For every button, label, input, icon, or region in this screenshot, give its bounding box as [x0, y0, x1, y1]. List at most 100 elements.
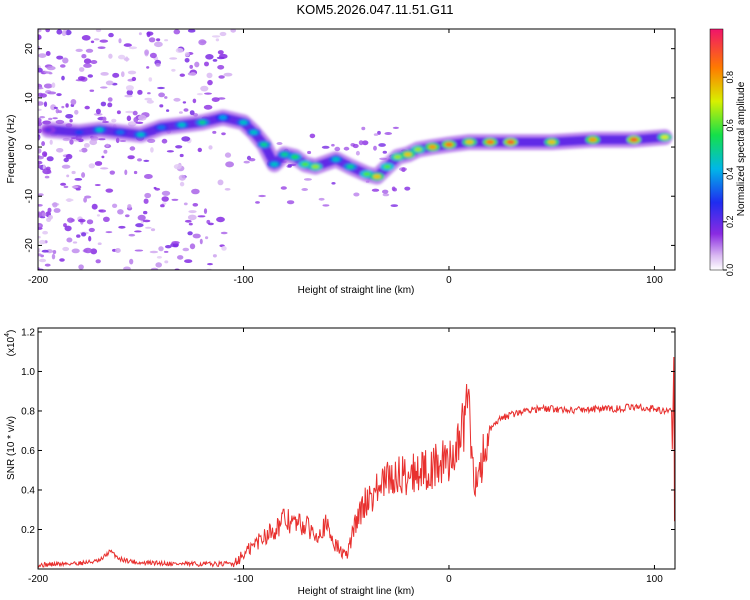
noise-speck: [108, 53, 113, 59]
background-noise: [38, 29, 411, 270]
noise-speck: [127, 70, 137, 75]
noise-speck: [132, 110, 138, 116]
noise-speck: [248, 158, 256, 162]
snr-y-ticks: 0.2 0.4 0.6 0.8 1.0 1.2: [21, 327, 675, 536]
colorbar-gradient: [709, 28, 724, 271]
noise-speck: [217, 50, 224, 55]
noise-speck: [183, 108, 189, 112]
noise-speck: [78, 218, 86, 223]
noise-speck: [230, 29, 236, 33]
noise-speck: [38, 108, 42, 111]
noise-speck: [107, 102, 113, 108]
noise-speck: [38, 236, 41, 239]
noise-speck: [309, 133, 316, 139]
ridge-peak: [403, 152, 412, 157]
noise-speck: [38, 29, 42, 33]
ridge-peak: [270, 162, 279, 167]
noise-speck: [382, 150, 387, 154]
noise-speck: [93, 38, 100, 41]
noise-speck: [103, 216, 110, 222]
colorbar: 0.0 0.2 0.4 0.6 0.8 Normalized spectral ampl…: [709, 28, 747, 276]
noise-speck: [79, 67, 85, 72]
noise-speck: [41, 249, 49, 253]
noise-speck: [401, 167, 406, 172]
noise-speck: [91, 203, 98, 210]
ridge-peak: [136, 132, 145, 137]
noise-speck: [88, 163, 96, 169]
spectrogram-frame: [37, 28, 676, 271]
noise-speck: [83, 143, 90, 148]
noise-speck: [127, 155, 135, 160]
noise-speck: [126, 89, 133, 96]
noise-speck: [148, 77, 153, 82]
colorbar-tick-label: 0.8: [725, 71, 735, 84]
noise-speck: [173, 164, 182, 170]
noise-speck: [105, 143, 109, 148]
noise-speck: [96, 214, 101, 217]
noise-speck: [144, 49, 150, 56]
noise-speck: [61, 105, 65, 109]
ridge-peak: [414, 147, 423, 152]
noise-speck: [207, 263, 213, 266]
y-tick-label: 10: [24, 92, 35, 104]
noise-speck: [144, 174, 153, 179]
x-tick-label: -100: [233, 275, 253, 286]
ridge-peak: [393, 154, 402, 160]
x-tick-label: 100: [646, 275, 663, 286]
noise-speck: [171, 68, 176, 72]
noise-speck: [38, 67, 43, 73]
noise-speck: [221, 132, 226, 136]
noise-speck: [43, 83, 53, 89]
noise-speck: [164, 96, 168, 99]
noise-speck: [59, 258, 65, 262]
noise-speck: [65, 103, 69, 108]
y-tick-label: 0: [24, 144, 35, 150]
noise-speck: [71, 248, 80, 254]
noise-speck: [318, 197, 325, 201]
noise-speck: [112, 72, 120, 78]
noise-speck: [280, 186, 287, 190]
noise-speck: [331, 143, 335, 147]
noise-speck: [94, 184, 101, 186]
noise-speck: [47, 207, 52, 213]
noise-speck: [352, 143, 359, 149]
noise-speck: [373, 145, 377, 151]
noise-speck: [70, 99, 77, 105]
noise-speck: [47, 91, 57, 95]
noise-speck: [38, 193, 44, 197]
noise-speck: [181, 136, 191, 142]
noise-speck: [146, 66, 150, 69]
noise-speck: [171, 241, 180, 245]
noise-speck: [203, 208, 208, 214]
noise-speck: [74, 178, 83, 181]
ridge-peak: [95, 127, 104, 132]
noise-speck: [255, 201, 260, 204]
noise-speck: [143, 159, 150, 162]
noise-speck: [179, 153, 184, 158]
noise-speck: [39, 239, 46, 245]
noise-speck: [95, 259, 101, 264]
noise-speck: [128, 233, 136, 237]
noise-speck: [138, 114, 147, 121]
noise-speck: [382, 193, 390, 197]
noise-speck: [189, 243, 196, 250]
spectrogram-y-axis-label: Frequency (Hz): [6, 115, 17, 184]
noise-speck: [76, 234, 81, 238]
noise-speck: [53, 208, 61, 213]
noise-speck: [382, 189, 389, 194]
noise-speck: [52, 250, 57, 254]
ridge-peak: [346, 164, 355, 169]
noise-speck: [69, 139, 74, 145]
snr-x-ticks: -200 -100 0 100: [28, 328, 663, 585]
noise-speck: [211, 35, 221, 38]
noise-speck: [42, 230, 48, 235]
noise-speck: [83, 63, 92, 68]
noise-speck: [117, 209, 124, 215]
noise-speck: [105, 80, 114, 86]
noise-speck: [179, 181, 185, 187]
noise-speck: [171, 198, 179, 201]
colorbar-tick-label: 0.2: [725, 216, 735, 229]
noise-speck: [187, 214, 197, 221]
noise-speck: [94, 161, 103, 166]
